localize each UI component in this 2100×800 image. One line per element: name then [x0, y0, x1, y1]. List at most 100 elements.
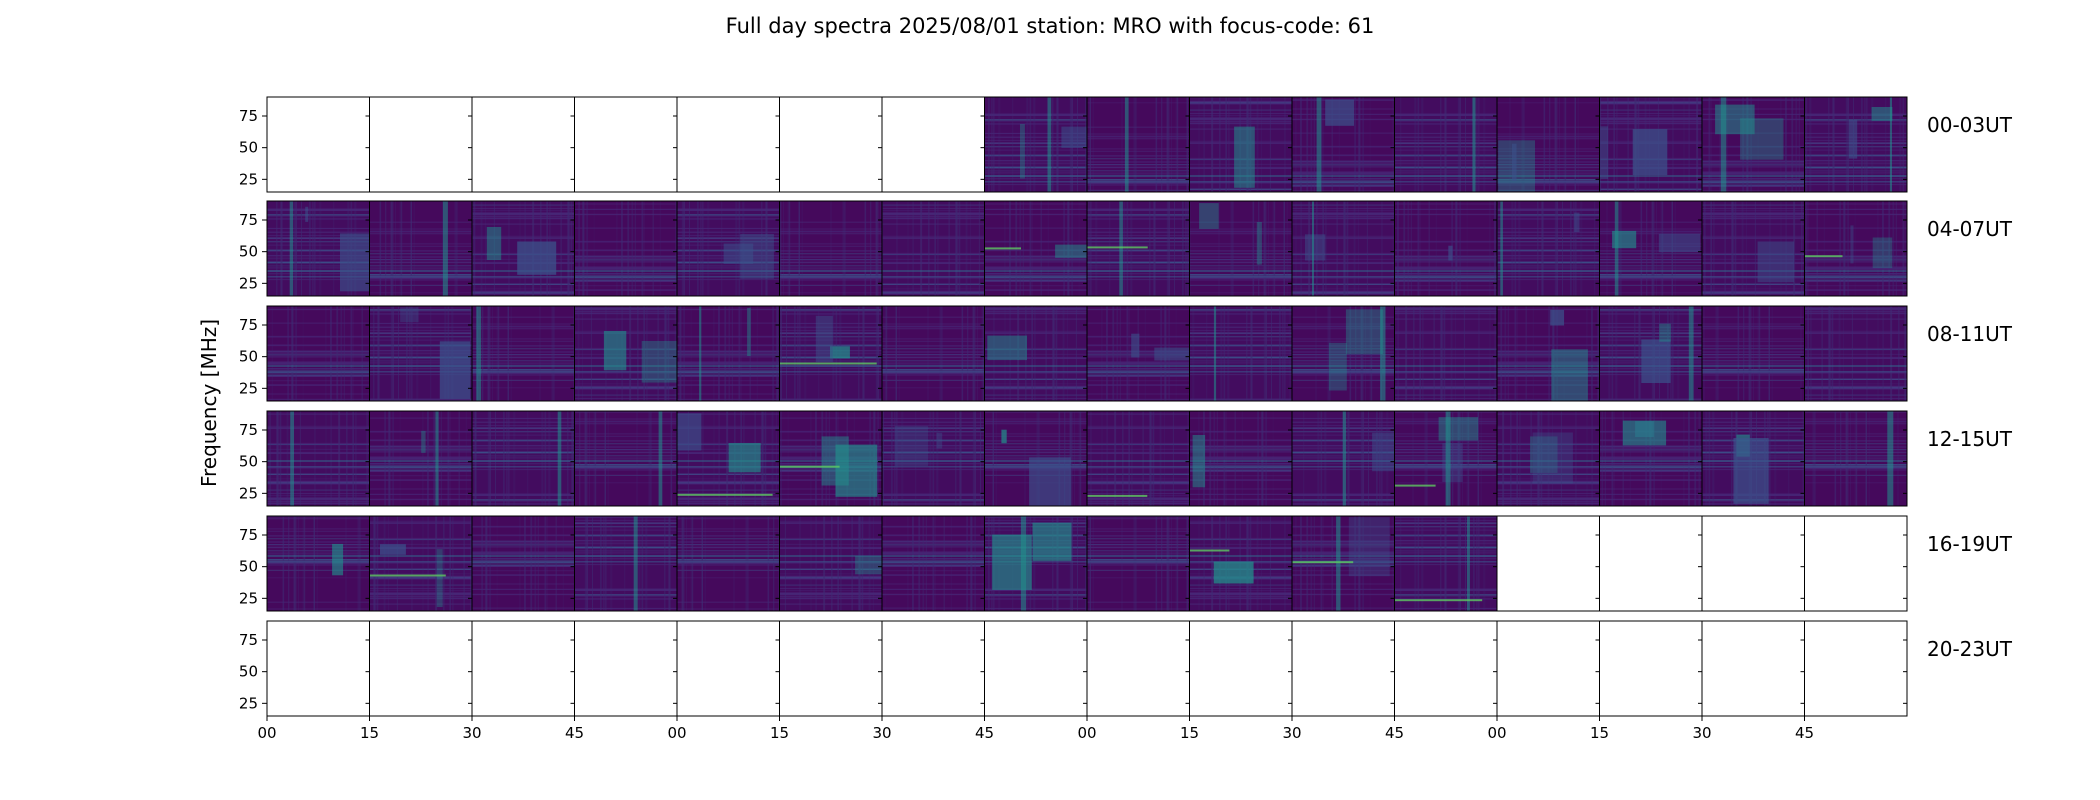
y-tick-label: 25: [239, 170, 258, 188]
spectrum-panel: [779, 410, 883, 507]
y-tick-label: 50: [239, 453, 258, 471]
panel-grid: [266, 96, 1908, 717]
spectrum-panel: [1291, 96, 1395, 193]
spectrum-panel: [881, 410, 985, 507]
x-tick-label: 30: [1692, 724, 1711, 742]
y-axis-ticks: 25 50 75 25 50 75 25 50 75 25 50 75 25 50 75 25 50 75: [239, 107, 267, 712]
spectrum-panel: [1804, 200, 1908, 297]
spectrum-panel: [1394, 200, 1498, 297]
spectrum-panel: [1701, 410, 1805, 507]
spectrum-panel: [779, 620, 883, 717]
spectrum-panel: [1599, 620, 1703, 717]
x-tick-label: 30: [872, 724, 891, 742]
spectrum-panel: [1804, 96, 1908, 193]
y-axis-label: Frequency [MHz]: [197, 319, 221, 487]
spectrum-panel: [1189, 96, 1293, 193]
spectrum-panel: [676, 410, 780, 507]
spectrum-panel: [1086, 96, 1190, 193]
spectrum-panel: [369, 305, 473, 402]
y-tick-label: 25: [239, 379, 258, 397]
spectrum-panel: [881, 515, 985, 612]
spectrum-panel: [779, 96, 883, 193]
spectrum-panel: [1496, 410, 1600, 507]
spectrum-panel: [984, 620, 1088, 717]
y-tick-label: 25: [239, 694, 258, 712]
spectrum-panel: [1394, 515, 1498, 612]
spectrum-panel: [1599, 200, 1703, 297]
row-time-label: 12-15UT: [1927, 427, 2013, 451]
spectrum-panel: [984, 305, 1088, 402]
spectrum-panel: [266, 620, 370, 717]
x-tick-label: 00: [1487, 724, 1506, 742]
spectrum-panel: [1086, 200, 1190, 297]
x-tick-label: 30: [462, 724, 481, 742]
spectrum-panel: [779, 200, 883, 297]
spectrum-panel: [574, 410, 678, 507]
spectrum-panel: [1701, 200, 1805, 297]
x-tick-label: 15: [770, 724, 789, 742]
row-time-label: 08-11UT: [1927, 322, 2013, 346]
spectrum-panel: [266, 200, 370, 297]
spectrum-panel: [1291, 305, 1395, 402]
spectrum-panel: [1086, 620, 1190, 717]
y-tick-label: 75: [239, 211, 258, 229]
x-tick-label: 15: [1180, 724, 1199, 742]
spectrum-panel: [1804, 620, 1908, 717]
spectrum-panel: [1804, 515, 1908, 612]
spectrum-panel: [1701, 620, 1805, 717]
y-tick-label: 50: [239, 558, 258, 576]
x-tick-label: 45: [565, 724, 584, 742]
y-tick-label: 75: [239, 526, 258, 544]
row-time-label: 00-03UT: [1927, 113, 2013, 137]
spectrum-panel: [1189, 305, 1293, 402]
spectrum-panel: [369, 96, 473, 193]
spectrum-panel: [1804, 410, 1908, 507]
spectrum-panel: [1701, 305, 1805, 402]
spectrum-panel: [1496, 200, 1600, 297]
spectrum-panel: [1086, 515, 1190, 612]
y-tick-label: 25: [239, 589, 258, 607]
spectrum-panel: [369, 515, 473, 612]
spectrum-panel: [1189, 620, 1293, 717]
y-tick-label: 75: [239, 316, 258, 334]
spectrum-panel: [574, 200, 678, 297]
spectrum-panel: [574, 515, 678, 612]
spectrum-panel: [1701, 96, 1805, 193]
y-tick-label: 75: [239, 631, 258, 649]
spectrum-panel: [676, 96, 780, 193]
spectrum-panel: [1189, 410, 1293, 507]
y-tick-label: 50: [239, 243, 258, 261]
spectrum-panel: [676, 515, 780, 612]
spectrum-panel: [1496, 305, 1600, 402]
x-tick-label: 00: [257, 724, 276, 742]
spectrum-panel: [266, 410, 370, 507]
spectrum-panel: [266, 515, 370, 612]
spectrum-panel: [1701, 515, 1805, 612]
spectrum-panel: [471, 620, 575, 717]
row-time-label: 20-23UT: [1927, 637, 2013, 661]
y-tick-label: 25: [239, 274, 258, 292]
spectrum-panel: [471, 305, 575, 402]
spectrum-panel: [471, 96, 575, 193]
spectrum-panel: [574, 620, 678, 717]
spectrum-panel: [1086, 305, 1190, 402]
chart-title: Full day spectra 2025/08/01 station: MRO…: [726, 14, 1375, 38]
spectrum-panel: [1599, 515, 1703, 612]
spectrum-panel: [471, 410, 575, 507]
spectrum-panel: [1599, 96, 1703, 193]
spectrum-panel: [369, 200, 473, 297]
spectrum-panel: [881, 620, 985, 717]
spectrum-panel: [1086, 410, 1190, 507]
x-tick-label: 45: [975, 724, 994, 742]
spectrum-panel: [984, 410, 1088, 507]
spectrum-panel: [1394, 410, 1498, 507]
spectrum-panel: [676, 620, 780, 717]
spectrum-panel: [574, 96, 678, 193]
x-tick-label: 15: [1590, 724, 1609, 742]
x-tick-label: 45: [1795, 724, 1814, 742]
spectrum-panel: [676, 305, 780, 402]
spectrum-panel: [984, 200, 1088, 297]
spectrum-panel: [1291, 200, 1395, 297]
spectrum-panel: [881, 96, 985, 193]
